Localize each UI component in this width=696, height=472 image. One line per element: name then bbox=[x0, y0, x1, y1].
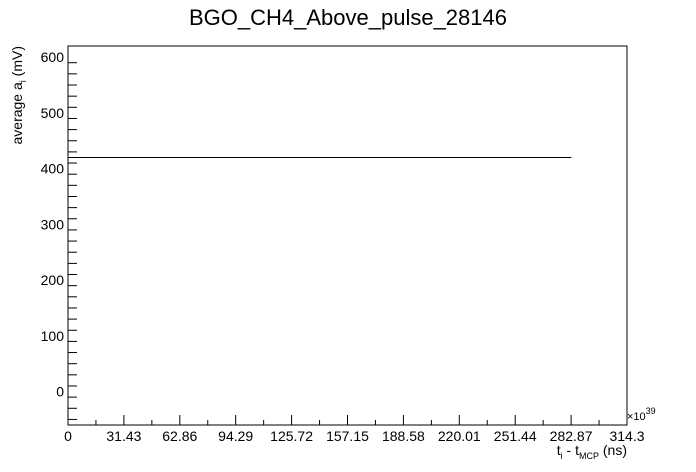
y-tick-label: 500 bbox=[41, 105, 65, 121]
y-tick-label: 600 bbox=[41, 49, 65, 65]
x-tick-label: 188.58 bbox=[382, 428, 425, 444]
x-tick-label: 94.29 bbox=[218, 428, 253, 444]
x-axis-exponent: ×1039 bbox=[627, 406, 656, 423]
x-tick-label: 157.15 bbox=[326, 428, 369, 444]
x-tick-label: 251.44 bbox=[494, 428, 537, 444]
y-tick-label: 200 bbox=[41, 272, 65, 288]
y-tick-label: 100 bbox=[41, 328, 65, 344]
chart-title: BGO_CH4_Above_pulse_28146 bbox=[189, 5, 507, 30]
y-tick-label: 400 bbox=[41, 161, 65, 177]
y-axis-title: average ai (mV) bbox=[9, 46, 28, 145]
x-tick-label: 220.01 bbox=[438, 428, 481, 444]
x-tick-label: 0 bbox=[64, 428, 72, 444]
x-axis-title: ti - tMCP (ns) bbox=[557, 442, 627, 461]
x-tick-label: 62.86 bbox=[162, 428, 197, 444]
y-axis-ticks: 0 100 200 300 400 500 600 bbox=[41, 49, 77, 420]
x-axis-ticks: 0 31.43 62.86 94.29 125.72 157.15 188.58 220.01… bbox=[64, 415, 645, 444]
x-tick-label: 31.43 bbox=[106, 428, 141, 444]
x-tick-label: 125.72 bbox=[270, 428, 313, 444]
plot-frame bbox=[67, 45, 628, 426]
axes-frame bbox=[67, 45, 628, 426]
y-tick-label: 0 bbox=[56, 384, 64, 400]
x-tick-label: 282.87 bbox=[550, 428, 593, 444]
x-tick-label: 314.3 bbox=[609, 428, 644, 444]
y-tick-label: 300 bbox=[41, 216, 65, 232]
